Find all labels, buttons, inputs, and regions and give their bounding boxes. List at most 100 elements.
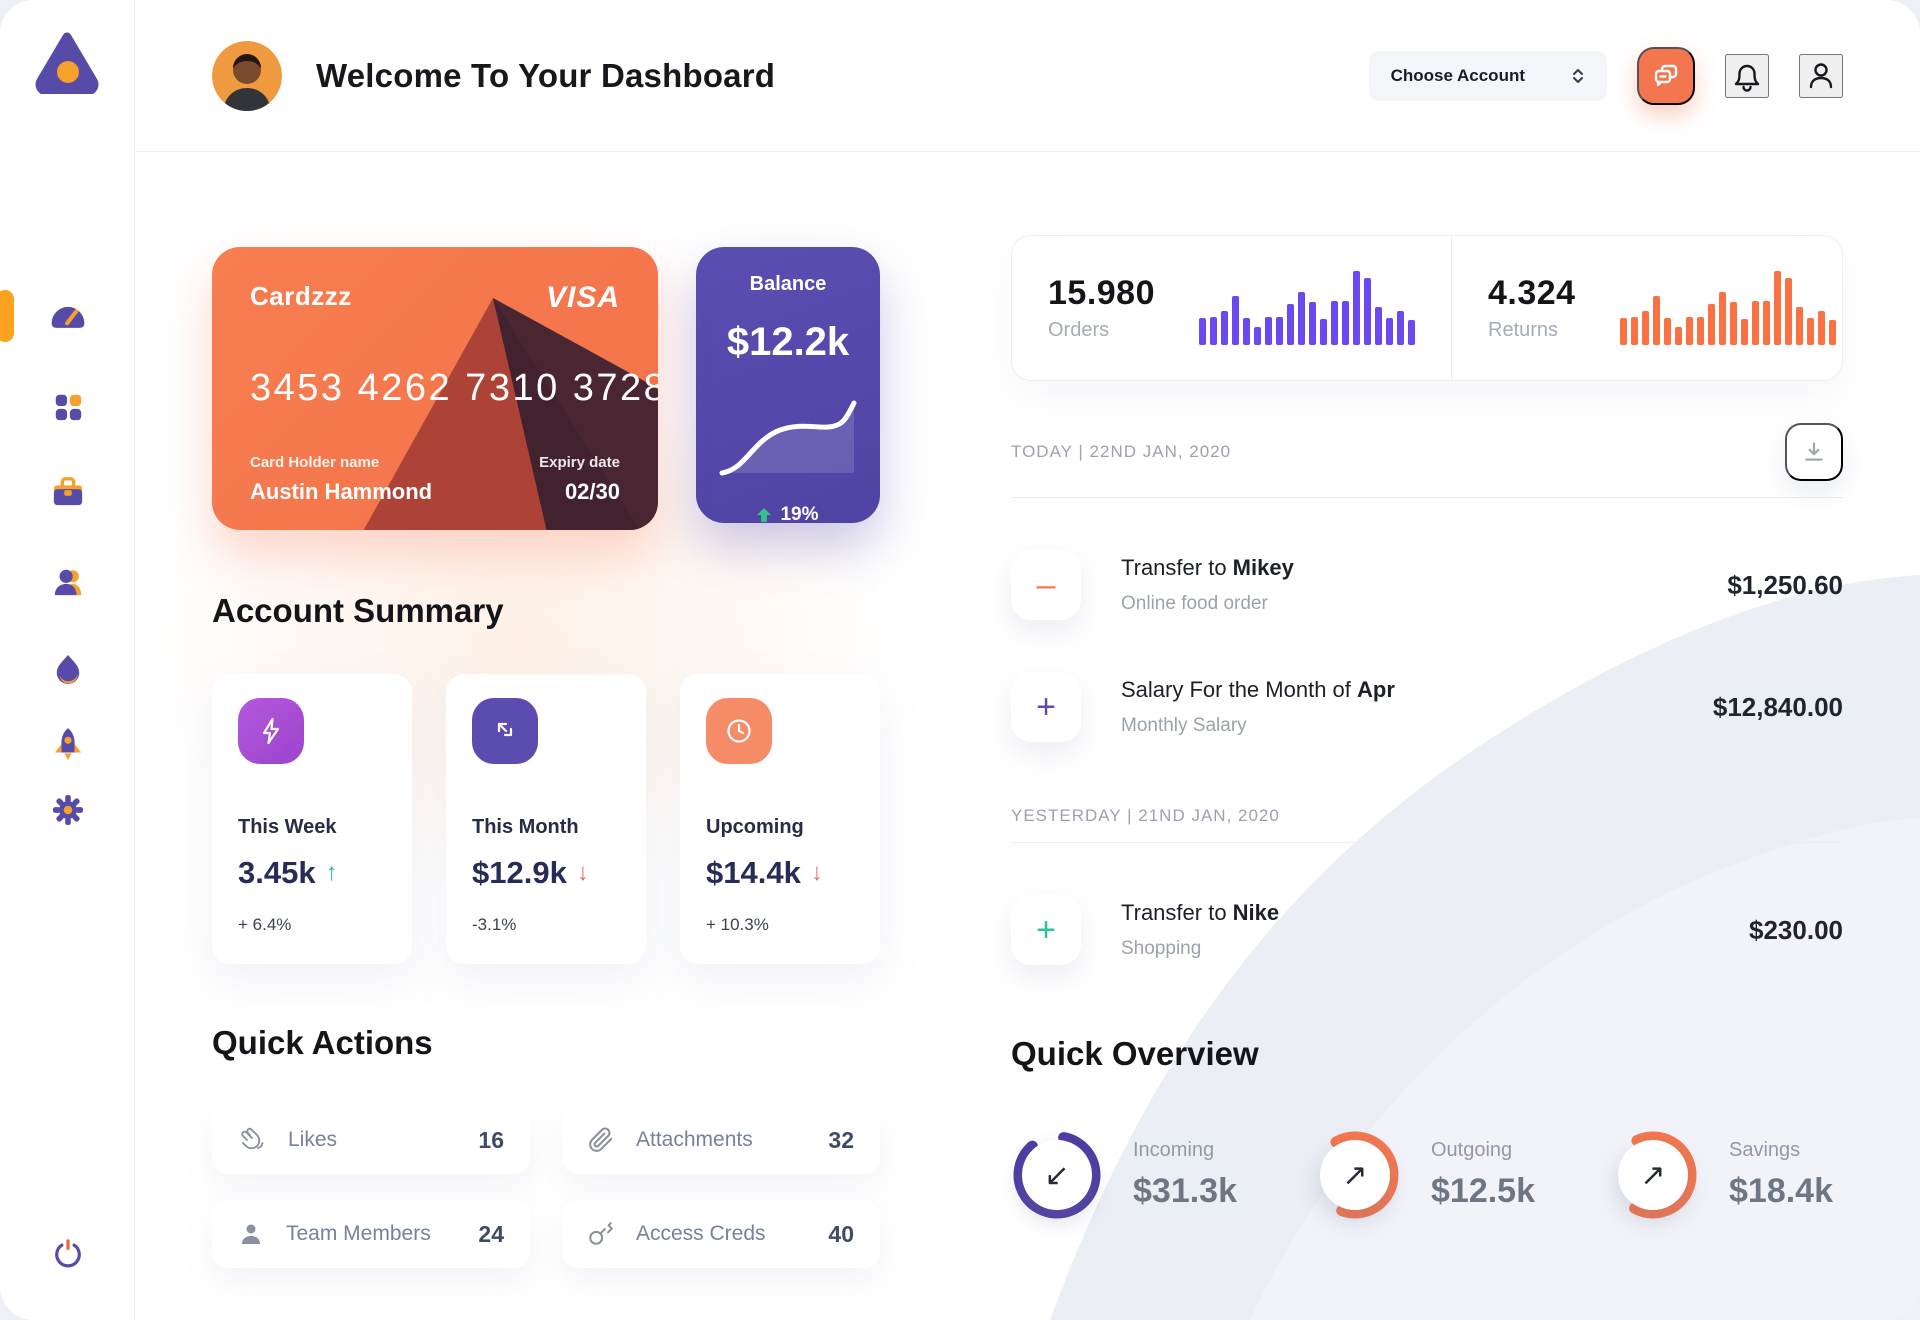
card-holder-label: Card Holder name: [250, 454, 380, 471]
trend-arrow-icon: ↓: [576, 859, 589, 886]
transaction-row-nike[interactable]: + Transfer to Nike Shopping $230.00: [1011, 895, 1843, 965]
summary-value: 3.45k: [238, 855, 316, 890]
card-expiry: 02/30: [564, 479, 620, 504]
messages-button[interactable]: [1637, 46, 1695, 105]
choose-account-label: Choose Account: [1390, 65, 1525, 85]
profile-button[interactable]: [1799, 53, 1843, 98]
today-section-header: TODAY | 22ND JAN, 2020: [1011, 423, 1843, 481]
balance-sparkline: [719, 400, 857, 476]
transaction-row-mikey[interactable]: – Transfer to Mikey Online food order $1…: [1011, 550, 1843, 620]
choose-account-select[interactable]: Choose Account: [1368, 50, 1607, 101]
summary-cards: This Week 3.45k ↑ + 6.4% This Month $12.…: [212, 674, 880, 964]
chat-icon: [1654, 64, 1678, 86]
overview-incoming: ↙ Incoming $31.3k: [1011, 1129, 1237, 1221]
up-arrow-icon: [757, 508, 772, 522]
balance-card: Balance $12.2k 19%: [696, 247, 880, 525]
cards-row: Cardzzz VISA 3453 4262 7310 3728 Card Ho…: [212, 247, 880, 530]
quick-actions-grid: Likes 16 Attachments 32 Team Members 24: [212, 1106, 880, 1268]
sidebar: [0, 0, 135, 1320]
summary-label: This Month: [472, 816, 579, 838]
quick-action-count: 16: [478, 1126, 504, 1153]
today-date-label: TODAY | 22ND JAN, 2020: [1011, 442, 1232, 461]
overview-value: $12.5k: [1431, 1172, 1535, 1210]
clap-icon: [241, 1127, 264, 1150]
sidebar-item-apps[interactable]: [0, 379, 135, 435]
quick-action-label: Likes: [288, 1128, 338, 1151]
sidebar-item-launch[interactable]: [0, 716, 135, 772]
avatar-image: [212, 40, 282, 111]
transaction-amount: $1,250.60: [1727, 569, 1843, 600]
account-summary-title: Account Summary: [212, 592, 504, 629]
quick-action-team-members[interactable]: Team Members 24: [212, 1200, 530, 1268]
transaction-amount: $12,840.00: [1712, 691, 1843, 722]
arrow-down-left-icon: ↙: [1044, 1158, 1070, 1192]
orders-bar-chart: [1199, 271, 1415, 345]
overview-value: $31.3k: [1133, 1172, 1237, 1210]
sidebar-item-settings[interactable]: [0, 782, 135, 838]
quick-action-label: Access Creds: [636, 1222, 766, 1245]
quick-action-access-creds[interactable]: Access Creds 40: [562, 1200, 880, 1268]
returns-stat: 4.324 Returns: [1451, 236, 1872, 380]
sidebar-item-logout[interactable]: [0, 1226, 135, 1282]
card-name: Cardzzz: [250, 281, 352, 311]
overview-value: $18.4k: [1729, 1172, 1833, 1210]
quick-action-count: 32: [828, 1126, 854, 1153]
card-holder-name: Austin Hammond: [250, 479, 433, 504]
quick-action-label: Team Members: [286, 1222, 431, 1245]
transaction-row-salary[interactable]: + Salary For the Month of Apr Monthly Sa…: [1011, 672, 1843, 742]
active-indicator: [0, 290, 14, 342]
quick-overview-title: Quick Overview: [1011, 1035, 1259, 1072]
credit-card: Cardzzz VISA 3453 4262 7310 3728 Card Ho…: [212, 247, 658, 530]
transfer-arrows-icon: [472, 698, 538, 764]
summary-value: $14.4k: [706, 855, 801, 890]
overview-label: Outgoing: [1431, 1139, 1513, 1161]
overview-savings: ↗ Savings $18.4k: [1607, 1129, 1833, 1221]
divider: [1011, 497, 1843, 498]
speedometer-icon: [51, 306, 84, 328]
sidebar-item-dashboard[interactable]: [0, 288, 135, 344]
briefcase-icon: [53, 477, 82, 506]
summary-delta: + 6.4%: [238, 915, 292, 934]
notifications-button[interactable]: [1725, 53, 1769, 98]
orders-value: 15.980: [1048, 274, 1155, 312]
sidebar-item-trending[interactable]: [0, 641, 135, 697]
summary-label: This Week: [238, 816, 337, 838]
user-icon: [1809, 62, 1833, 88]
overview-label: Savings: [1729, 1139, 1801, 1161]
quick-action-count: 40: [828, 1220, 854, 1247]
sidebar-item-team[interactable]: [0, 554, 135, 610]
balance-change: 19%: [780, 504, 819, 525]
quick-action-likes[interactable]: Likes 16: [212, 1106, 530, 1174]
divider: [1011, 842, 1843, 843]
orders-label: Orders: [1048, 319, 1110, 341]
minus-icon: –: [1011, 550, 1081, 620]
quick-actions-title: Quick Actions: [212, 1024, 433, 1061]
plus-icon: +: [1011, 895, 1081, 965]
quick-action-count: 24: [478, 1220, 504, 1247]
key-icon: [589, 1222, 613, 1245]
power-icon: [54, 1239, 81, 1268]
summary-delta: + 10.3%: [706, 915, 769, 934]
summary-value: $12.9k: [472, 855, 567, 890]
header-actions: Choose Account: [1368, 46, 1843, 105]
sidebar-item-projects[interactable]: [0, 464, 135, 520]
person-icon: [54, 569, 81, 596]
arrow-up-right-icon: ↗: [1640, 1158, 1666, 1192]
trend-arrow-icon: ↑: [325, 859, 338, 886]
download-button[interactable]: [1785, 423, 1843, 481]
transaction-subtitle: Shopping: [1121, 938, 1202, 959]
orders-stat: 15.980 Orders: [1012, 236, 1451, 380]
plus-icon: +: [1011, 672, 1081, 742]
summary-delta: -3.1%: [472, 915, 517, 934]
balance-amount: $12.2k: [726, 320, 850, 364]
transaction-subtitle: Online food order: [1121, 593, 1268, 614]
rocket-icon: [54, 728, 81, 760]
yesterday-section-header: YESTERDAY | 21ND JAN, 2020: [1011, 806, 1843, 826]
overview-outgoing: ↗ Outgoing $12.5k: [1309, 1129, 1535, 1221]
gear-icon: [52, 794, 83, 826]
quick-action-label: Attachments: [636, 1128, 753, 1151]
quick-overview-row: ↙ Incoming $31.3k ↗ O: [1011, 1129, 1843, 1221]
user-avatar[interactable]: [212, 40, 282, 111]
summary-card-this-week: This Week 3.45k ↑ + 6.4%: [212, 674, 412, 964]
quick-action-attachments[interactable]: Attachments 32: [562, 1106, 880, 1174]
